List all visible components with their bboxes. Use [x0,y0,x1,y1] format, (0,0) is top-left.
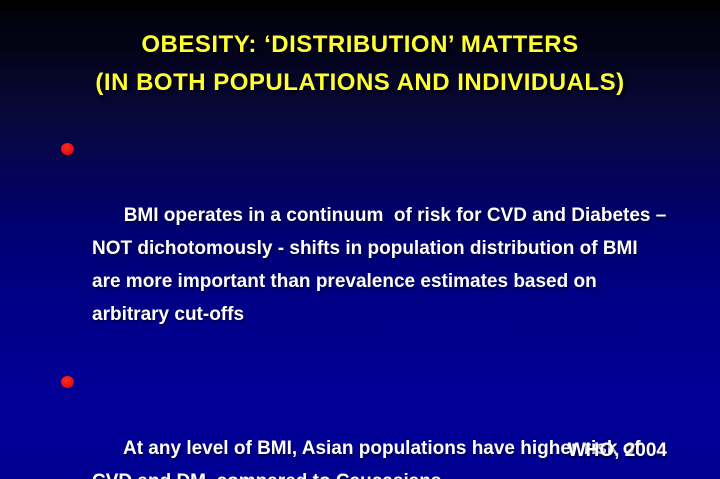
citation-text: WHO, 2004 [567,440,667,461]
top-black-bar [0,0,720,10]
bullet-marker-icon [61,143,74,155]
slide-title: OBESITY: ‘DISTRIBUTION’ MATTERS (IN BOTH… [0,26,720,102]
bullet-text: BMI operates in a continuum of risk for … [92,205,667,325]
bullet-text: At any level of BMI, Asian populations h… [92,438,641,479]
bullet-item-bmi-continuum: BMI operates in a continuum of risk for … [60,133,712,364]
title-line-1: OBESITY: ‘DISTRIBUTION’ MATTERS [141,31,579,58]
bullet-list: BMI operates in a continuum of risk for … [60,133,712,479]
bullet-item-asian-populations: At any level of BMI, Asian populations h… [60,366,712,479]
title-line-2: (IN BOTH POPULATIONS AND INDIVIDUALS) [95,69,625,96]
bullet-marker-icon [61,376,74,388]
